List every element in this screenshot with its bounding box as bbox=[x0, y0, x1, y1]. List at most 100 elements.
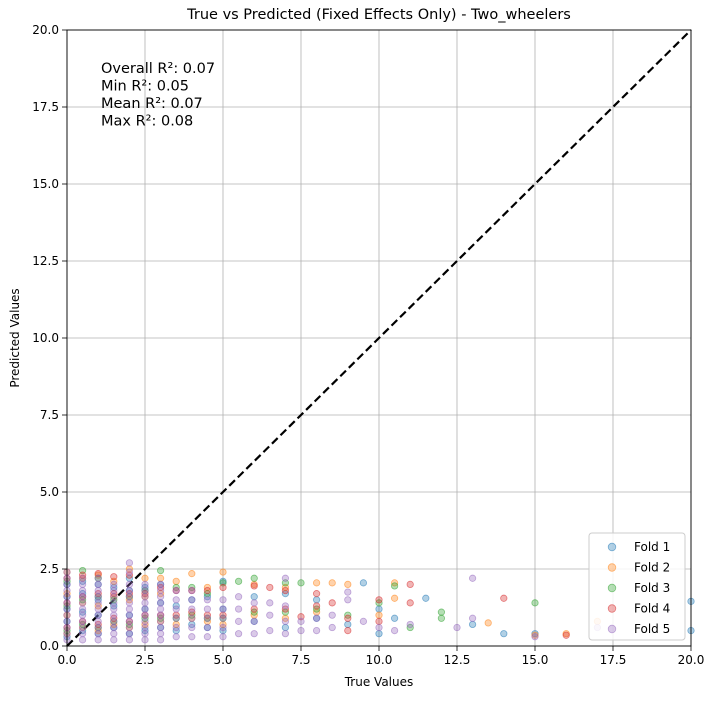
chart-title: True vs Predicted (Fixed Effects Only) -… bbox=[186, 7, 571, 23]
x-axis-ticks: 0.0 2.5 5.0 7.5 10.0 12.5 15.0 17.5 20.0 bbox=[57, 646, 704, 667]
data-point bbox=[250, 617, 258, 625]
data-point bbox=[125, 617, 133, 625]
data-point bbox=[375, 605, 383, 613]
data-point bbox=[219, 633, 227, 641]
y-tick-label: 7.5 bbox=[40, 408, 59, 422]
x-tick-label: 17.5 bbox=[600, 653, 627, 667]
data-point bbox=[79, 630, 87, 638]
data-point bbox=[344, 588, 352, 596]
data-point bbox=[110, 611, 118, 619]
data-point bbox=[141, 623, 149, 632]
data-point bbox=[531, 599, 539, 607]
r2-annotation-line: Overall R²: 0.07 bbox=[101, 61, 215, 77]
data-point bbox=[110, 636, 118, 644]
data-point bbox=[125, 580, 133, 589]
data-point bbox=[125, 568, 133, 576]
data-point bbox=[203, 605, 211, 613]
data-point bbox=[235, 630, 243, 638]
data-point bbox=[141, 617, 149, 625]
data-point bbox=[250, 574, 258, 582]
x-tick-label: 12.5 bbox=[444, 653, 471, 667]
data-point bbox=[157, 586, 165, 595]
data-point bbox=[172, 605, 180, 613]
legend-items: Fold 1 Fold 2 Fold 3 Fold 4 Fold 5 bbox=[607, 540, 670, 636]
data-point bbox=[188, 586, 196, 595]
y-tick-label: 20.0 bbox=[32, 23, 59, 37]
data-point bbox=[125, 623, 133, 632]
data-point bbox=[250, 582, 258, 590]
data-point bbox=[453, 623, 461, 632]
data-point bbox=[250, 593, 258, 601]
data-point bbox=[203, 596, 211, 604]
data-point bbox=[203, 623, 211, 632]
legend-label: Fold 5 bbox=[634, 622, 670, 636]
legend-label: Fold 1 bbox=[634, 540, 670, 554]
y-tick-label: 12.5 bbox=[32, 254, 59, 268]
data-point bbox=[359, 579, 367, 587]
x-axis-label: True Values bbox=[344, 675, 414, 689]
data-point bbox=[157, 630, 165, 638]
y-tick-label: 5.0 bbox=[40, 485, 59, 499]
x-tick-label: 7.5 bbox=[291, 653, 310, 667]
data-point bbox=[79, 586, 87, 595]
y-tick-label: 2.5 bbox=[40, 562, 59, 576]
data-point bbox=[125, 599, 133, 607]
data-point bbox=[219, 596, 227, 604]
data-point bbox=[157, 605, 165, 613]
data-point bbox=[110, 599, 118, 607]
data-point bbox=[79, 617, 87, 625]
data-point bbox=[266, 599, 274, 607]
data-point bbox=[281, 602, 289, 610]
r2-annotation-line: Min R²: 0.05 bbox=[101, 79, 189, 95]
y-tick-label: 17.5 bbox=[32, 100, 59, 114]
r2-annotation-line: Mean R²: 0.07 bbox=[101, 96, 203, 112]
data-point bbox=[157, 593, 165, 601]
data-point bbox=[172, 614, 180, 622]
data-point bbox=[312, 614, 321, 622]
y-tick-label: 10.0 bbox=[32, 331, 59, 345]
data-point bbox=[188, 596, 196, 604]
data-point bbox=[203, 633, 211, 641]
data-point bbox=[94, 586, 102, 595]
data-point bbox=[406, 580, 414, 589]
data-point bbox=[312, 579, 321, 587]
data-point bbox=[266, 583, 274, 592]
data-point bbox=[281, 617, 289, 625]
data-point bbox=[390, 614, 399, 622]
data-point bbox=[157, 566, 165, 575]
data-point bbox=[79, 593, 87, 601]
data-point bbox=[79, 599, 87, 607]
data-point bbox=[375, 630, 383, 638]
data-point bbox=[235, 593, 243, 601]
data-point bbox=[172, 623, 180, 632]
data-point bbox=[203, 586, 211, 595]
data-point bbox=[94, 593, 102, 601]
data-point bbox=[344, 596, 352, 604]
data-point bbox=[406, 599, 414, 607]
x-tick-label: 20.0 bbox=[678, 653, 705, 667]
data-point bbox=[500, 630, 508, 638]
data-point bbox=[157, 617, 165, 625]
data-point bbox=[484, 619, 492, 627]
data-point bbox=[110, 573, 118, 581]
data-point bbox=[328, 579, 336, 587]
data-point bbox=[125, 636, 133, 644]
series-fold-5 bbox=[63, 559, 602, 644]
data-point bbox=[94, 630, 102, 638]
legend-label: Fold 4 bbox=[634, 602, 670, 616]
y-axis-ticks: 0.0 2.5 5.0 7.5 10.0 12.5 15.0 17.5 20.0 bbox=[32, 23, 67, 653]
legend-marker bbox=[607, 604, 617, 613]
data-point bbox=[422, 594, 430, 602]
data-point bbox=[406, 620, 414, 629]
data-point bbox=[172, 596, 180, 604]
data-point bbox=[312, 590, 321, 598]
data-point bbox=[125, 586, 133, 595]
data-point bbox=[110, 630, 118, 638]
x-tick-label: 5.0 bbox=[213, 653, 232, 667]
data-point bbox=[219, 605, 227, 613]
y-tick-label: 0.0 bbox=[40, 639, 59, 653]
legend-label: Fold 2 bbox=[634, 561, 670, 575]
data-point bbox=[297, 626, 305, 635]
data-point bbox=[79, 574, 87, 582]
